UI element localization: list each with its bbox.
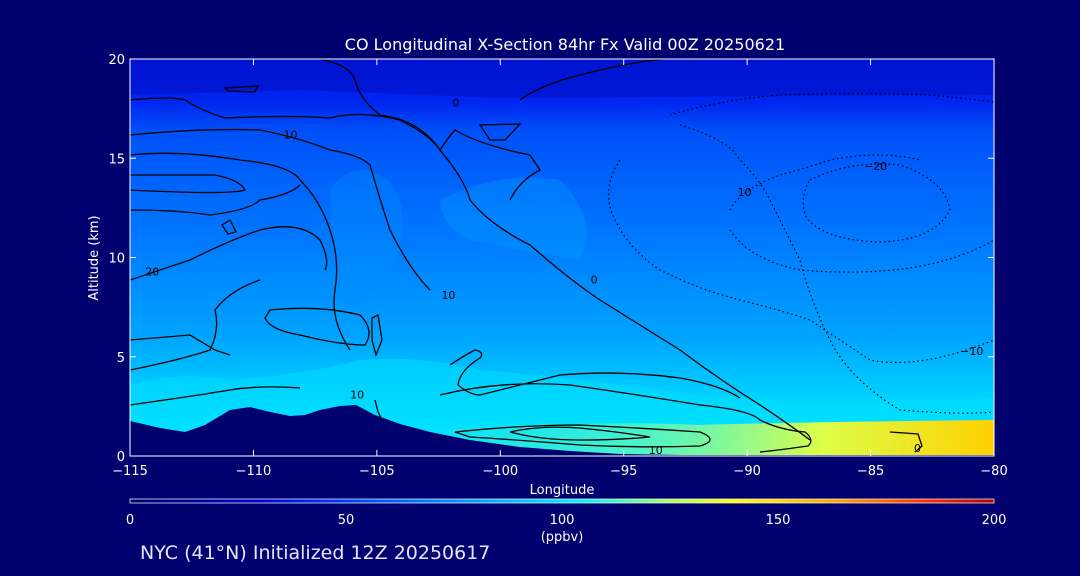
contour-label: 10	[350, 388, 364, 401]
contour-label: 10	[649, 444, 663, 457]
colorbar-tick-label: 50	[338, 513, 355, 528]
y-axis-label: Altitude (km)	[87, 215, 102, 300]
colorbar-tick-label: 100	[550, 513, 575, 528]
x-tick-label: −90	[733, 464, 760, 479]
x-axis: −115 −110 −105 −100 −95 −90 −85 −80	[112, 59, 1008, 479]
solid-contours	[130, 59, 923, 453]
y-tick-label: 10	[108, 252, 125, 267]
plume-column	[330, 170, 403, 310]
terrain	[130, 405, 994, 456]
y-tick-label: 20	[108, 53, 125, 68]
contour-label: 10	[738, 186, 752, 199]
colorbar	[129, 498, 995, 504]
x-tick-label: −105	[359, 464, 395, 479]
contour-label: −10	[960, 345, 983, 358]
footer-caption: NYC (41°N) Initialized 12Z 20250617	[140, 542, 491, 564]
contour-label: 0	[591, 273, 598, 286]
y-tick-label: 5	[117, 351, 125, 366]
surface-high-co	[420, 420, 994, 456]
contour-label: 0	[452, 97, 459, 110]
y-axis: 0 5 10 15 20	[108, 53, 994, 465]
x-tick-label: −80	[980, 464, 1007, 479]
y-tick-label: 0	[117, 450, 125, 465]
contour-label: 10	[283, 128, 297, 141]
x-tick-label: −115	[112, 464, 148, 479]
colorbar-tick-label: 200	[982, 513, 1007, 528]
contour-label: 20	[145, 265, 159, 278]
x-tick-label: −100	[482, 464, 518, 479]
contour-labels: 0 10 10 −20 20 10 0 −10 10 10 0	[145, 97, 983, 457]
colorbar-units: (ppbv)	[541, 530, 584, 545]
x-tick-label: −110	[236, 464, 272, 479]
x-tick-label: −95	[610, 464, 637, 479]
contour-label: −20	[864, 160, 887, 173]
contour-label: 0	[914, 442, 921, 455]
x-axis-label: Longitude	[530, 483, 595, 498]
plot-area	[130, 59, 994, 456]
colorbar-tick-label: 0	[126, 513, 134, 528]
y-tick-label: 15	[108, 152, 125, 167]
chart-title: CO Longitudinal X-Section 84hr Fx Valid …	[345, 35, 785, 54]
plume-upper	[440, 177, 587, 260]
x-tick-label: −85	[857, 464, 884, 479]
dashed-contours	[607, 92, 994, 414]
colorbar-ticks: 0 50 100 150 200	[126, 513, 1007, 528]
contour-label: 10	[441, 289, 455, 302]
colorbar-tick-label: 150	[766, 513, 791, 528]
